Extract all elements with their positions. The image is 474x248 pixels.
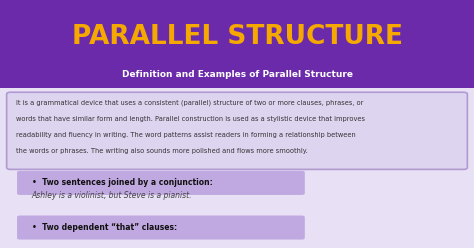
FancyBboxPatch shape <box>17 171 305 195</box>
Text: the words or phrases. The writing also sounds more polished and flows more smoot: the words or phrases. The writing also s… <box>16 148 308 154</box>
FancyBboxPatch shape <box>7 92 467 169</box>
Text: PARALLEL STRUCTURE: PARALLEL STRUCTURE <box>72 24 402 50</box>
Text: words that have similar form and length. Parallel construction is used as a styl: words that have similar form and length.… <box>16 116 365 122</box>
Text: readability and fluency in writing. The word patterns assist readers in forming : readability and fluency in writing. The … <box>16 132 356 138</box>
Text: Definition and Examples of Parallel Structure: Definition and Examples of Parallel Stru… <box>121 70 353 79</box>
Text: •  Two sentences joined by a conjunction:: • Two sentences joined by a conjunction: <box>32 178 212 187</box>
Text: •  Two dependent “that” clauses:: • Two dependent “that” clauses: <box>32 223 177 232</box>
Bar <box>0 0 474 88</box>
Text: It is a grammatical device that uses a consistent (parallel) structure of two or: It is a grammatical device that uses a c… <box>16 100 364 106</box>
Text: Ashley is a violinist, but Steve is a pianist.: Ashley is a violinist, but Steve is a pi… <box>32 191 192 200</box>
FancyBboxPatch shape <box>17 216 305 240</box>
